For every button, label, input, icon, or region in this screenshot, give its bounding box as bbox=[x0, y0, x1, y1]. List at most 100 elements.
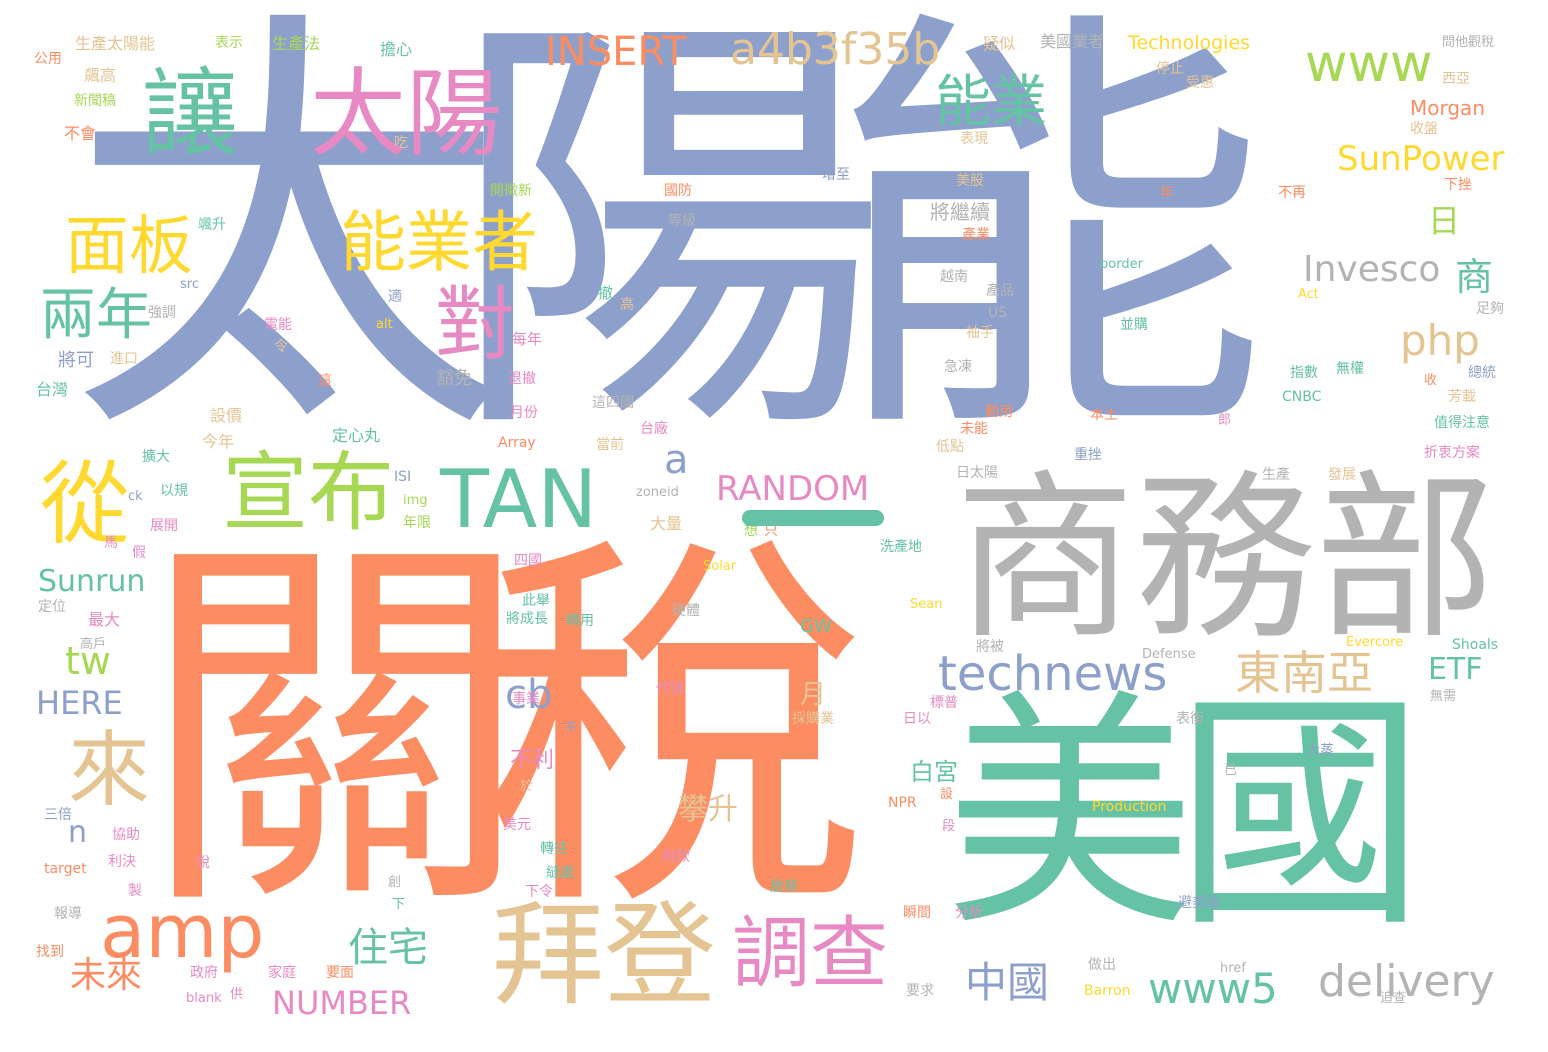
word: 下令 bbox=[525, 884, 553, 900]
word: 採購業 bbox=[792, 711, 834, 727]
word: 協助 bbox=[112, 827, 140, 843]
word: technews bbox=[938, 646, 1168, 702]
word: 三倍 bbox=[44, 807, 72, 823]
word: 找到 bbox=[36, 944, 64, 960]
word: 追查 bbox=[1380, 991, 1407, 1006]
word: 擔心 bbox=[380, 40, 413, 59]
word: Shoals bbox=[1452, 637, 1499, 653]
word: ISI bbox=[394, 469, 412, 485]
word: 月 bbox=[800, 680, 827, 710]
word: 停止 bbox=[1156, 61, 1184, 77]
word: 收 bbox=[1424, 373, 1438, 388]
word: 拜登 bbox=[492, 891, 716, 1021]
word: 馬 bbox=[104, 535, 118, 551]
word: 面板 bbox=[65, 210, 193, 284]
word: 避美國 bbox=[1178, 895, 1220, 911]
word: 將可 bbox=[58, 350, 94, 371]
word: 重挫 bbox=[1074, 447, 1102, 463]
word: 最大 bbox=[88, 610, 121, 629]
word: 開徵新 bbox=[490, 183, 532, 199]
word: Sean bbox=[910, 597, 943, 612]
word: 製 bbox=[128, 883, 142, 899]
word: 供 bbox=[230, 987, 244, 1002]
word: 無需 bbox=[1430, 689, 1457, 704]
word: 將繼續 bbox=[930, 200, 990, 224]
word: 飆高 bbox=[84, 66, 117, 85]
word: 今年 bbox=[202, 432, 235, 451]
word: 增至 bbox=[822, 167, 850, 183]
word: 報導 bbox=[54, 906, 82, 922]
word: 代號 bbox=[656, 681, 684, 697]
word: 進口 bbox=[110, 351, 138, 367]
word: amp bbox=[100, 889, 265, 975]
word: 當前 bbox=[596, 437, 624, 453]
word: 創 bbox=[388, 875, 402, 890]
word: SunPower bbox=[1337, 139, 1505, 179]
word: Defense bbox=[1142, 647, 1196, 662]
word: 產業 bbox=[962, 227, 990, 243]
word: 強調 bbox=[148, 305, 176, 321]
word: HERE bbox=[36, 684, 123, 722]
word: 商 bbox=[1455, 255, 1494, 299]
word: 台廠 bbox=[640, 421, 668, 437]
word: 想 bbox=[744, 523, 758, 539]
word: 等級 bbox=[668, 213, 696, 229]
word: 未來 bbox=[70, 955, 143, 996]
word: 大蒸 bbox=[1306, 743, 1334, 759]
word: NUMBER bbox=[272, 984, 412, 1022]
word: 高 bbox=[620, 297, 634, 313]
word: US bbox=[988, 305, 1008, 321]
word: 設 bbox=[940, 787, 954, 802]
word: 不 bbox=[564, 721, 578, 736]
word: 受惠 bbox=[1186, 75, 1214, 91]
word: 美國 bbox=[945, 669, 1425, 960]
word: 本土 bbox=[1090, 407, 1118, 423]
word: 指數 bbox=[1290, 365, 1318, 381]
word: 能業 bbox=[935, 70, 1047, 135]
word: border bbox=[1100, 257, 1143, 272]
word: 大量 bbox=[650, 514, 683, 533]
word: ck bbox=[128, 489, 143, 504]
word: Act bbox=[1298, 287, 1319, 302]
word: 段 bbox=[942, 819, 956, 834]
word: 美元 bbox=[503, 817, 531, 833]
word: 定心丸 bbox=[332, 426, 381, 445]
word: src bbox=[180, 277, 199, 292]
word: 生產 bbox=[1262, 467, 1290, 483]
word: tw bbox=[65, 639, 111, 683]
word: Technologies bbox=[1128, 32, 1251, 54]
word: Array bbox=[498, 435, 536, 451]
word: 要面 bbox=[326, 965, 354, 981]
word: RANDOM bbox=[716, 469, 870, 509]
word: 政府 bbox=[190, 965, 218, 981]
word: 美國業者 bbox=[1040, 32, 1105, 51]
word: 東南亞 bbox=[1235, 646, 1373, 700]
word: 下挫 bbox=[1444, 177, 1472, 193]
word: 生產法 bbox=[272, 34, 321, 53]
word: 設價 bbox=[210, 406, 243, 425]
word: 要求 bbox=[906, 983, 934, 999]
word: Barron bbox=[1084, 983, 1131, 999]
word: zoneid bbox=[636, 485, 679, 500]
word: 硬體 bbox=[672, 603, 700, 619]
word: 這四國 bbox=[592, 395, 634, 411]
word: 新聞稿 bbox=[74, 93, 116, 109]
word: 只 bbox=[764, 523, 778, 539]
word: 越南 bbox=[940, 269, 968, 285]
word: 不再 bbox=[1278, 185, 1306, 201]
word: 退撤 bbox=[508, 371, 536, 387]
word: 國防 bbox=[664, 183, 692, 199]
word: 此舉 bbox=[522, 593, 550, 609]
word: 表現 bbox=[960, 131, 988, 147]
word: Morgan bbox=[1410, 96, 1485, 120]
word: 調查 bbox=[732, 909, 889, 999]
word: 動用 bbox=[985, 404, 1013, 420]
word: 宣布 bbox=[222, 443, 394, 543]
word: NPR bbox=[888, 795, 917, 811]
word: 標普 bbox=[930, 695, 958, 711]
word: Evercore bbox=[1346, 635, 1404, 650]
word: 從 bbox=[40, 452, 130, 557]
word: 轉用 bbox=[566, 613, 594, 629]
word: 月份 bbox=[510, 405, 538, 421]
word: www5 bbox=[1148, 964, 1278, 1013]
